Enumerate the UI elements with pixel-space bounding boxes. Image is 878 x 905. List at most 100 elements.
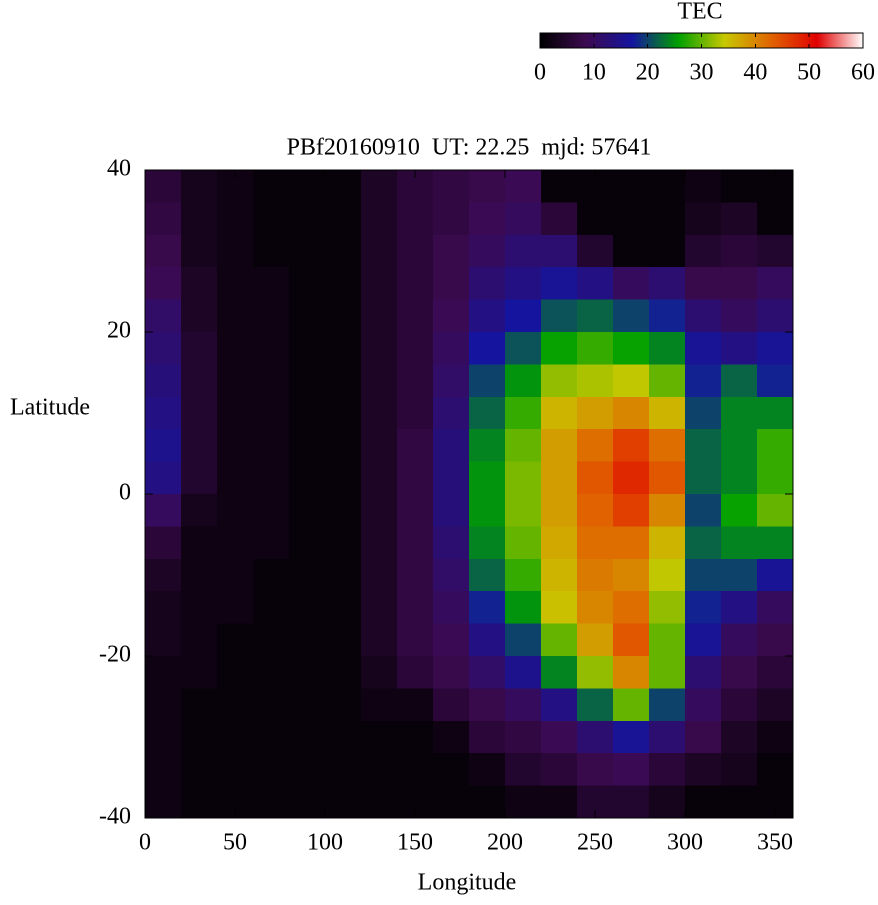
heat-cell	[469, 591, 506, 625]
heat-cell	[253, 688, 290, 722]
x-tick-label: 100	[307, 830, 343, 856]
heat-cell	[721, 461, 758, 495]
heat-cell	[397, 461, 434, 495]
x-tick-label: 200	[487, 830, 523, 856]
heat-cell	[505, 494, 542, 527]
heat-cell	[613, 785, 650, 819]
heat-cell	[685, 753, 722, 787]
heat-cell	[613, 234, 650, 268]
heat-cell	[361, 461, 398, 495]
heat-cell	[649, 234, 686, 268]
heat-cell	[397, 429, 434, 463]
heat-cell	[541, 234, 578, 268]
heat-cell	[505, 332, 542, 365]
x-tick-label: 150	[397, 830, 433, 856]
heat-cell	[433, 785, 470, 819]
heat-cell	[253, 558, 290, 592]
heat-cell	[541, 170, 578, 203]
heat-cell	[685, 461, 722, 495]
heat-cell	[181, 558, 218, 592]
heat-cell	[289, 396, 326, 430]
heat-cell	[649, 558, 686, 592]
heat-cell	[721, 494, 758, 527]
x-tick-label: 300	[667, 830, 703, 856]
heat-cell	[217, 396, 254, 430]
heat-cell	[613, 623, 650, 657]
heat-cell	[181, 299, 218, 333]
heat-cell	[577, 688, 614, 722]
heat-cell	[541, 623, 578, 657]
heat-cell	[181, 591, 218, 625]
heat-cell	[757, 753, 794, 787]
heat-cell	[325, 494, 362, 527]
heat-cell	[721, 332, 758, 365]
heat-cell	[325, 267, 362, 301]
heat-cell	[253, 170, 290, 203]
heat-cell	[505, 429, 542, 463]
x-tick-label: 0	[139, 830, 151, 856]
heat-cell	[505, 234, 542, 268]
heat-cell	[649, 396, 686, 430]
heat-cell	[721, 299, 758, 333]
heat-cell	[613, 688, 650, 722]
heat-cell	[721, 720, 758, 754]
x-tick-label: 350	[757, 830, 793, 856]
heat-cell	[685, 332, 722, 365]
heat-cell	[685, 234, 722, 268]
heat-cell	[217, 202, 254, 236]
heat-cell	[469, 364, 506, 398]
heat-cell	[649, 623, 686, 657]
heat-cell	[505, 364, 542, 398]
heat-cell	[649, 526, 686, 560]
heat-cell	[145, 170, 182, 203]
heat-cell	[325, 591, 362, 625]
heat-cell	[253, 494, 290, 527]
heat-cell	[685, 558, 722, 592]
heat-cell	[721, 234, 758, 268]
colorbar-tick-label: 0	[534, 60, 546, 86]
heat-cell	[181, 332, 218, 365]
heat-cell	[577, 396, 614, 430]
heat-cell	[541, 202, 578, 236]
heat-cell	[649, 720, 686, 754]
heat-cell	[397, 591, 434, 625]
heat-cell	[505, 526, 542, 560]
heat-cell	[253, 461, 290, 495]
heat-cell	[145, 688, 182, 722]
heat-cell	[325, 202, 362, 236]
y-tick-label: -40	[99, 804, 131, 830]
heat-cell	[541, 396, 578, 430]
heat-cell	[469, 494, 506, 527]
heat-cell	[433, 299, 470, 333]
heat-cell	[217, 494, 254, 527]
heat-cell	[145, 332, 182, 365]
colorbar-label: TEC	[677, 0, 722, 25]
heat-cell	[541, 656, 578, 689]
heat-cell	[469, 170, 506, 203]
heat-cell	[325, 170, 362, 203]
heat-cell	[397, 396, 434, 430]
heat-cell	[181, 267, 218, 301]
heat-cell	[397, 526, 434, 560]
heat-cell	[145, 558, 182, 592]
heat-cell	[685, 267, 722, 301]
heat-cell	[505, 299, 542, 333]
heat-cell	[649, 785, 686, 819]
heat-cell	[541, 785, 578, 819]
x-axis-label: Longitude	[418, 870, 517, 896]
heat-cell	[613, 558, 650, 592]
heat-cell	[289, 170, 326, 203]
heat-cell	[469, 656, 506, 689]
heat-cell	[577, 526, 614, 560]
heat-cell	[505, 202, 542, 236]
colorbar-tick-label: 30	[690, 60, 714, 86]
y-axis-label: Latitude	[10, 395, 90, 421]
heat-cell	[325, 558, 362, 592]
heat-cell	[757, 656, 794, 689]
heat-cell	[325, 688, 362, 722]
heat-cell	[757, 461, 794, 495]
heat-cell	[397, 656, 434, 689]
heat-cell	[361, 364, 398, 398]
heat-cell	[181, 656, 218, 689]
heat-cell	[145, 785, 182, 819]
